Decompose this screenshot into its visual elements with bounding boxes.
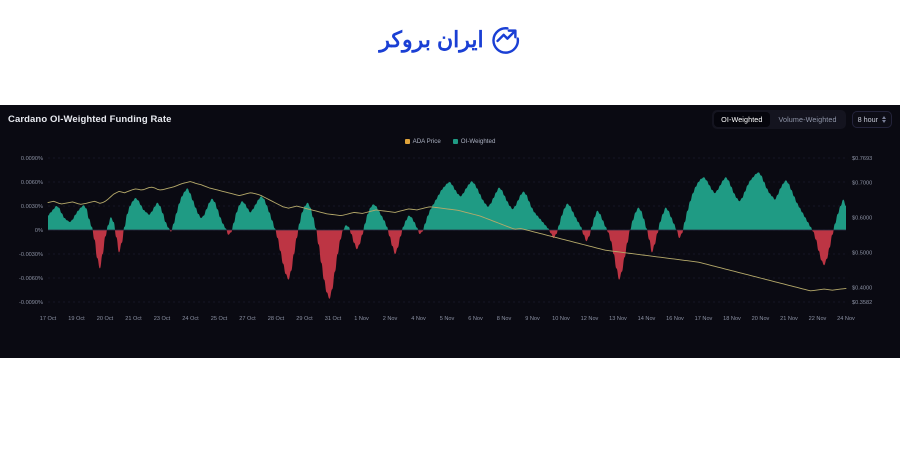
chart-controls: OI-Weighted Volume-Weighted 8 hour [712, 109, 892, 129]
price-line-series [47, 181, 847, 292]
brand-logo[interactable]: ایران بروکر [379, 25, 520, 55]
legend-swatch-oi-weighted [452, 139, 458, 144]
svg-text:$0.3582: $0.3582 [852, 300, 872, 306]
svg-text:22 Nov: 22 Nov [809, 316, 827, 322]
svg-text:17 Nov: 17 Nov [695, 316, 713, 322]
chart-title: Cardano OI-Weighted Funding Rate [8, 113, 172, 125]
svg-text:21 Nov: 21 Nov [780, 316, 798, 322]
svg-text:13 Nov: 13 Nov [609, 316, 627, 322]
svg-text:14 Nov: 14 Nov [638, 316, 656, 322]
svg-text:5 Nov: 5 Nov [440, 316, 455, 322]
svg-text:19 Oct: 19 Oct [68, 316, 85, 322]
svg-text:25 Oct: 25 Oct [211, 316, 228, 322]
chart-legend: ADA Price OI-Weighted [0, 138, 900, 145]
svg-text:-0.0060%: -0.0060% [19, 276, 43, 282]
legend-label-ada-price: ADA Price [412, 138, 441, 145]
svg-text:$0.7693: $0.7693 [852, 156, 872, 162]
svg-text:23 Oct: 23 Oct [154, 316, 171, 322]
svg-text:0.0090%: 0.0090% [21, 156, 43, 162]
svg-text:10 Nov: 10 Nov [552, 316, 570, 322]
weighting-toggle-group: OI-Weighted Volume-Weighted [712, 109, 846, 129]
brand-name: ایران بروکر [379, 27, 484, 52]
site-header: ایران بروکر [0, 0, 900, 80]
svg-text:17 Oct: 17 Oct [40, 316, 57, 322]
funding-rate-chart-panel: Cardano OI-Weighted Funding Rate OI-Weig… [0, 105, 900, 358]
svg-text:20 Nov: 20 Nov [752, 316, 770, 322]
funding-rate-plot[interactable]: 0.0090% 0.0060% 0.0030% 0% -0.0030% -0.0060% -… [0, 150, 900, 358]
svg-text:12 Nov: 12 Nov [581, 316, 599, 322]
legend-swatch-ada-price [404, 139, 410, 144]
svg-text:24 Oct: 24 Oct [182, 316, 199, 322]
svg-text:27 Oct: 27 Oct [239, 316, 256, 322]
interval-select[interactable]: 8 hour [851, 110, 892, 128]
tab-oi-weighted[interactable]: OI-Weighted [714, 111, 770, 127]
interval-label: 8 hour [857, 114, 878, 124]
svg-text:8 Nov: 8 Nov [497, 316, 512, 322]
svg-text:2 Nov: 2 Nov [383, 316, 398, 322]
svg-text:29 Oct: 29 Oct [296, 316, 313, 322]
svg-text:$0.4000: $0.4000 [852, 285, 872, 291]
x-axis-labels: 17 Oct 19 Oct 20 Oct 21 Oct 23 Oct 24 Oct 25 O… [40, 316, 855, 322]
svg-text:21 Oct: 21 Oct [125, 316, 142, 322]
svg-text:$0.7000: $0.7000 [852, 180, 872, 186]
svg-text:24 Nov: 24 Nov [837, 316, 855, 322]
svg-text:0%: 0% [35, 228, 43, 234]
svg-text:20 Oct: 20 Oct [97, 316, 114, 322]
y-axis-left-labels: 0.0090% 0.0060% 0.0030% 0% -0.0030% -0.0060% -… [19, 156, 43, 306]
y-axis-right-labels: $0.7693 $0.7000 $0.6000 $0.5000 $0.4000 $0.35… [852, 156, 872, 306]
chart-plot-area[interactable]: 0.0090% 0.0060% 0.0030% 0% -0.0030% -0.0060% -… [0, 150, 900, 358]
svg-text:$0.5000: $0.5000 [852, 250, 872, 256]
svg-text:18 Nov: 18 Nov [723, 316, 741, 322]
svg-text:$0.6000: $0.6000 [852, 215, 872, 221]
svg-text:0.0030%: 0.0030% [21, 204, 43, 210]
legend-label-oi-weighted: OI-Weighted [460, 138, 496, 145]
funding-area-series [48, 172, 846, 299]
svg-text:4 Nov: 4 Nov [411, 316, 426, 322]
tab-volume-weighted[interactable]: Volume-Weighted [772, 112, 844, 127]
svg-text:1 Nov: 1 Nov [354, 316, 369, 322]
svg-text:-0.0030%: -0.0030% [19, 252, 43, 258]
chart-arrow-icon [491, 27, 519, 54]
svg-text:0.0060%: 0.0060% [21, 180, 43, 186]
svg-text:16 Nov: 16 Nov [666, 316, 684, 322]
legend-item-ada-price[interactable]: ADA Price [404, 138, 441, 145]
svg-text:28 Oct: 28 Oct [268, 316, 285, 322]
legend-item-oi-weighted[interactable]: OI-Weighted [452, 138, 496, 145]
chevron-updown-icon [882, 115, 886, 123]
chart-header: Cardano OI-Weighted Funding Rate OI-Weig… [0, 105, 900, 133]
svg-text:31 Oct: 31 Oct [325, 316, 342, 322]
svg-text:6 Nov: 6 Nov [468, 316, 483, 322]
svg-text:-0.0090%: -0.0090% [19, 300, 43, 306]
svg-text:9 Nov: 9 Nov [525, 316, 540, 322]
